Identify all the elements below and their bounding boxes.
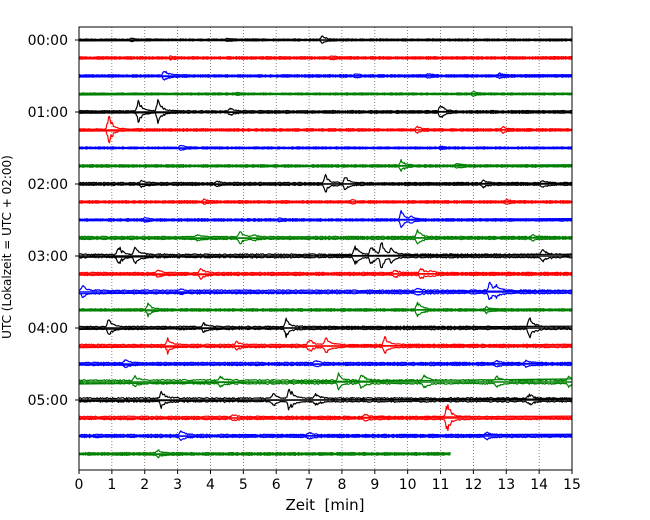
y-tick-label: 01:00: [28, 105, 68, 121]
x-tick-label: 9: [370, 477, 379, 493]
trace-group: [78, 35, 573, 459]
x-tick-label: 12: [464, 477, 482, 493]
x-tick-label: 14: [530, 477, 548, 493]
x-tick-label: 13: [497, 477, 515, 493]
y-axis-label: UTC (Lokalzeit = UTC + 02:00): [0, 155, 14, 339]
x-axis: 0 1 2 3 4 5 6 7 8 9 10 11 12 13 14 15: [75, 470, 581, 493]
trace-0245: [78, 229, 573, 245]
y-tick-label: 05:00: [28, 393, 68, 409]
x-tick-label: 10: [399, 477, 417, 493]
plot-frame: [78, 26, 573, 471]
x-tick-label: 15: [563, 477, 581, 493]
y-tick-label: 00:00: [28, 33, 68, 49]
y-tick-label: 02:00: [28, 177, 68, 193]
x-tick-label: 2: [140, 477, 149, 493]
x-tick-label: 11: [432, 477, 450, 493]
x-tick-label: 7: [305, 477, 314, 493]
x-tick-label: 3: [173, 477, 182, 493]
x-tick-label: 6: [272, 477, 281, 493]
x-axis-label: Zeit [min]: [285, 496, 364, 514]
x-tick-label: 0: [75, 477, 84, 493]
trace-0230: [78, 209, 573, 229]
x-tick-label: 8: [337, 477, 346, 493]
x-tick-label: 4: [206, 477, 215, 493]
y-tick-label: 04:00: [28, 321, 68, 337]
trace-0330: [78, 281, 573, 301]
y-axis: 00:00 01:00 02:00 03:00 04:00 05:00: [28, 33, 79, 409]
x-tick-label: 1: [107, 477, 116, 493]
y-tick-label: 03:00: [28, 249, 68, 265]
x-tick-label: 5: [239, 477, 248, 493]
